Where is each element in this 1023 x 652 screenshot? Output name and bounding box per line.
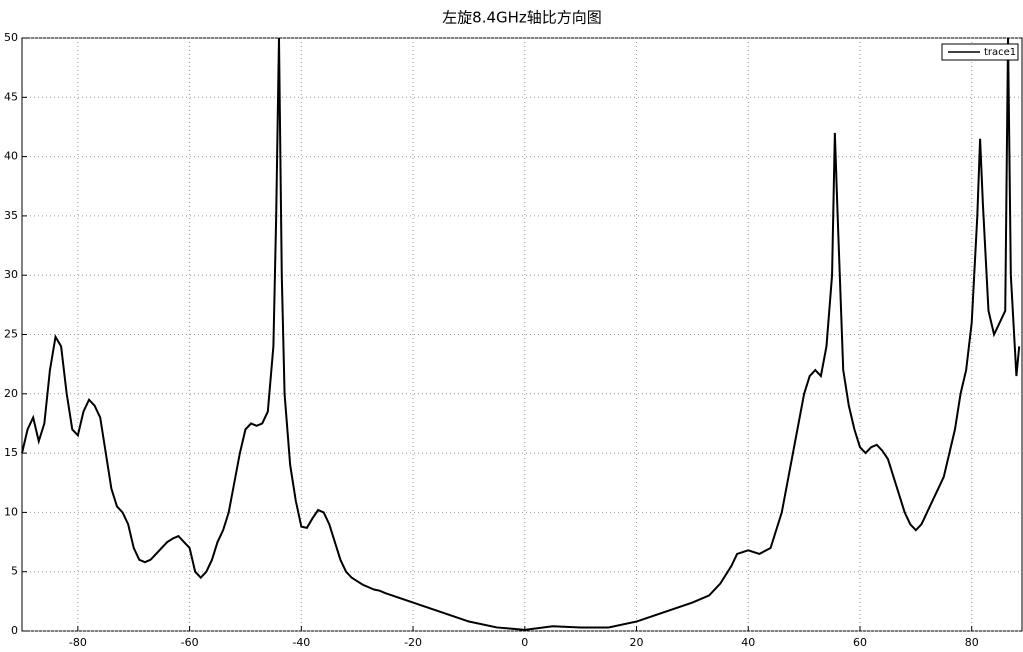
y-tick-label: 35	[4, 209, 18, 222]
y-tick-label: 5	[11, 565, 18, 578]
x-tick-label: -80	[69, 636, 87, 649]
y-tick-label: 25	[4, 328, 18, 341]
y-tick-label: 15	[4, 446, 18, 459]
x-tick-label: -20	[404, 636, 422, 649]
x-tick-label: 60	[853, 636, 867, 649]
x-tick-label: 80	[965, 636, 979, 649]
y-tick-label: 30	[4, 268, 18, 281]
y-tick-label: 50	[4, 31, 18, 44]
y-tick-label: 10	[4, 505, 18, 518]
x-tick-label: -60	[181, 636, 199, 649]
y-tick-label: 20	[4, 387, 18, 400]
chart-title: 左旋8.4GHz轴比方向图	[442, 9, 602, 27]
y-tick-label: 0	[11, 624, 18, 637]
x-tick-label: -40	[292, 636, 310, 649]
data-line	[21, 37, 1021, 631]
legend-label: trace1	[984, 47, 1016, 58]
x-tick-label: 20	[630, 636, 644, 649]
x-tick-label: 0	[521, 636, 528, 649]
y-tick-label: 45	[4, 90, 18, 103]
y-tick-label: 40	[4, 150, 18, 163]
x-tick-label: 40	[741, 636, 755, 649]
